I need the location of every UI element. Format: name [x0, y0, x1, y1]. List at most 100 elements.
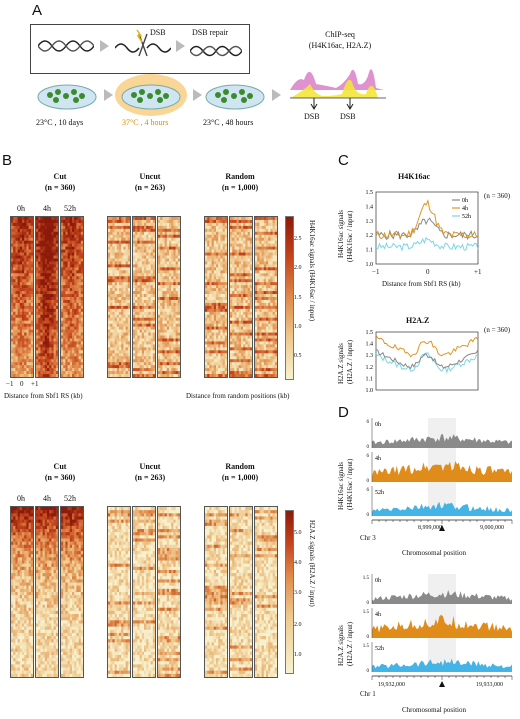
group-title-cut: Cut	[53, 462, 67, 471]
timepoint-4h: 4h	[43, 204, 51, 213]
cbar-tick: 2.5	[294, 236, 302, 242]
xtick: 0	[20, 380, 24, 388]
track-label: 52h	[375, 646, 384, 652]
track-label: 0h	[375, 422, 381, 428]
cbar-tick: 2.0	[294, 265, 302, 271]
cut-site-marker-icon	[439, 525, 445, 531]
arrow-icon	[104, 89, 113, 101]
ytick-label: 1.0	[366, 388, 374, 394]
timepoint-0h: 0h	[17, 204, 25, 213]
dsb-label-1: DSB	[304, 112, 320, 121]
ylabel-h4k16ac: H4K16ac signals (H4K16ac / input)	[308, 220, 316, 322]
chip-seq-subtitle: (H4K16ac, H2A.Z)	[308, 41, 372, 50]
ytick-label: 1.0	[366, 262, 374, 268]
heatmap-h4k16ac-2-0	[204, 216, 228, 378]
ylabel-d1b: (H4K16ac / input)	[346, 458, 354, 510]
panel-d-label: D	[338, 404, 349, 421]
track-ymin: 0	[367, 669, 370, 674]
heatmap-h4k16ac-0-2	[60, 216, 84, 378]
xtick: −1	[6, 380, 14, 388]
panel-a-label: A	[32, 2, 43, 19]
genome-tracks-h4k16ac: 0h 6 0 4h 6 0 52h 6 0	[367, 418, 513, 531]
heatmap-h2az-0-2	[60, 506, 84, 678]
chip-seq-title: ChIP-seq	[325, 30, 355, 39]
chr-pos-left: 19,932,000	[378, 682, 405, 688]
group-title-random: Random	[225, 462, 255, 471]
ylabel-d1: H4K16ac signals	[337, 461, 345, 510]
track-label: 52h	[375, 490, 384, 496]
timepoint-0h: 0h	[17, 494, 25, 503]
chr-label: Chr 3	[360, 534, 376, 542]
track-area-52h	[372, 501, 512, 516]
plate-icon	[205, 84, 265, 110]
ylabel-d2b: (H2A.Z / input)	[346, 621, 354, 666]
ytick-label: 1.4	[366, 204, 374, 210]
cbar-tick: 2.0	[294, 622, 302, 628]
heatmap-h4k16ac-2-2	[254, 216, 278, 378]
heatmap-h2az-1-2	[157, 506, 181, 678]
ytick-label: 1.1	[366, 376, 374, 382]
group-n-cut: (n = 360)	[44, 473, 76, 482]
track-ymax: 1.5	[363, 610, 370, 615]
condition-1: 23°C , 10 days	[36, 118, 84, 127]
ylabel-c1b: (H4K16ac / input)	[346, 210, 354, 262]
arrow-icon	[176, 40, 185, 52]
dna-break-icon	[115, 29, 171, 57]
heatmap-h2az-1-0	[107, 506, 131, 678]
track-ymax: 1.5	[363, 576, 370, 581]
heatmap-h2az-2-1	[229, 506, 253, 678]
timepoint-52h: 52h	[64, 204, 76, 213]
line-chart-h2az: 1.5 1.4 1.3 1.2 1.1 1.0	[366, 330, 479, 394]
ytick-label: 1.5	[366, 190, 374, 196]
xlabel-c: Distance from Sbf1 RS (kb)	[382, 280, 461, 288]
heatmap-h2az-0-0	[10, 506, 34, 678]
track-ymin: 0	[367, 513, 370, 518]
ylabel-c2: H2A.Z signals	[337, 343, 345, 384]
xtick: −1	[372, 268, 380, 276]
track-area-0h	[372, 590, 512, 604]
cbar-tick: 1.5	[294, 295, 302, 301]
timepoint-4h: 4h	[43, 494, 51, 503]
chr-pos-left: 8,999,000	[418, 525, 442, 531]
condition-2: 37°C , 4 hours	[122, 118, 169, 127]
plate-heated-icon	[115, 74, 187, 116]
colorbar-h2az	[285, 510, 294, 674]
track-ymax: 6	[367, 420, 370, 425]
ytick-label: 1.2	[366, 233, 374, 239]
n-label: (n = 360)	[484, 192, 511, 200]
cbar-tick: 4.0	[294, 560, 302, 566]
track-label: 0h	[375, 578, 381, 584]
chr-label: Chr 1	[360, 690, 376, 698]
track-area-52h	[372, 658, 512, 672]
track-ymin: 0	[367, 601, 370, 606]
ylabel-h2az: H2A.Z signals (H2A.Z / input)	[308, 520, 316, 607]
series-line-52h	[375, 237, 479, 252]
cbar-tick: 5.0	[294, 530, 302, 536]
group-title-cut: Cut	[53, 172, 67, 181]
condition-3: 23°C , 48 hours	[203, 118, 254, 127]
dsb-text: DSB	[150, 28, 166, 37]
heatmap-h2az-1-1	[132, 506, 156, 678]
track-area-0h	[372, 434, 512, 448]
chip-seq-peaks-icon	[290, 69, 386, 99]
group-n-cut: (n = 360)	[44, 183, 76, 192]
track-label: 4h	[375, 612, 381, 618]
dna-repaired-icon	[190, 45, 242, 57]
plate-icon	[37, 84, 97, 110]
series-line-4h	[375, 199, 479, 240]
group-title-random: Random	[225, 172, 255, 181]
cbar-tick: 0.5	[294, 353, 302, 359]
legend-label: 0h	[462, 198, 468, 204]
heatmap-h4k16ac-1-0	[107, 216, 131, 378]
track-ymax: 6	[367, 454, 370, 459]
legend-label: 4h	[462, 206, 468, 212]
series-line-4h	[375, 334, 479, 358]
group-n-uncut: (n = 263)	[134, 473, 166, 482]
line-chart-h4k16ac: 1.5 1.4 1.3 1.2 1.1 1.0 0h 4h 52h	[366, 190, 479, 268]
series-line-0h	[375, 348, 479, 370]
plot-frame	[375, 191, 479, 265]
group-title-uncut: Uncut	[139, 462, 161, 471]
heatmap-h4k16ac-1-1	[132, 216, 156, 378]
group-title-uncut: Uncut	[139, 172, 161, 181]
track-label: 4h	[375, 456, 381, 462]
